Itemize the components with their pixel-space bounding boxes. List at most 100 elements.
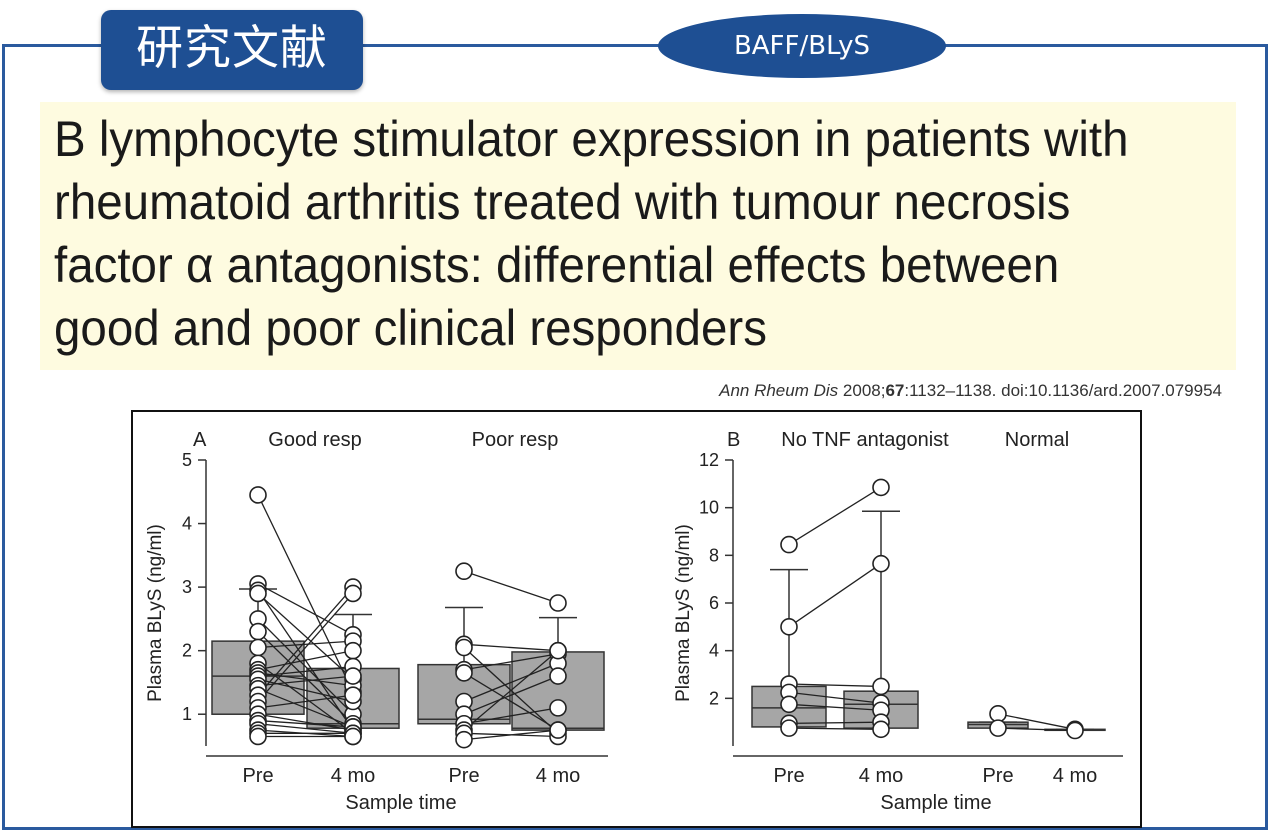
- y-tick-label: 3: [182, 577, 192, 597]
- pair-line: [788, 703, 882, 711]
- data-point: [872, 677, 890, 696]
- box-plot-figure: 12 3 4 5 Plasma BLyS (ng/ml) A Sample time Good…: [145, 429, 1123, 814]
- data-point: [549, 721, 567, 739]
- citation-year: 2008;: [842, 381, 886, 400]
- y-tick-label: 5: [182, 450, 192, 470]
- x-tick-label: 4 mo: [859, 765, 903, 787]
- y-tick-label: 2: [182, 641, 192, 661]
- pair-line: [257, 593, 354, 702]
- data-point: [249, 638, 267, 657]
- data-point: [249, 584, 267, 603]
- x-tick-label: Pre: [773, 765, 804, 787]
- citation-journal: Ann Rheum Dis: [719, 381, 839, 400]
- header-rule-left: [2, 44, 102, 47]
- data-point: [344, 584, 362, 603]
- data-point: [780, 695, 798, 714]
- data-point: [872, 720, 890, 739]
- group-title: No TNF antagonist: [781, 429, 949, 451]
- data-point: [455, 562, 473, 581]
- title-highlight: [40, 102, 1236, 370]
- slide-frame: [2, 44, 1268, 830]
- data-point: [344, 727, 362, 746]
- pair-line: [463, 643, 559, 652]
- pair-line: [997, 713, 1076, 730]
- x-tick-label: 4 mo: [536, 765, 580, 787]
- pair-line: [257, 665, 354, 677]
- pair-line: [788, 683, 882, 688]
- pair-line: [463, 675, 559, 715]
- x-tick-label: Pre: [448, 765, 479, 787]
- data-point: [780, 535, 798, 554]
- x-tick-label: 4 mo: [1053, 765, 1097, 787]
- pair-line: [257, 583, 354, 636]
- data-point: [455, 638, 473, 657]
- y-tick-label: 8: [709, 545, 719, 565]
- data-point: [249, 486, 267, 504]
- data-point: [780, 618, 798, 636]
- citation-pages-doi: :1132–1138. doi:10.1136/ard.2007.079954: [904, 381, 1222, 400]
- pair-line: [463, 653, 559, 671]
- data-point: [344, 667, 362, 685]
- data-point: [249, 622, 267, 641]
- pair-line: [257, 494, 354, 693]
- data-point: [344, 686, 362, 704]
- x-tick-label: 4 mo: [331, 765, 375, 787]
- article-title: B lymphocyte stimulator expression in pa…: [54, 111, 1129, 356]
- data-point: [455, 664, 473, 682]
- pair-line: [788, 691, 882, 704]
- data-point: [249, 727, 267, 746]
- pair-line: [257, 694, 354, 709]
- x-axis-label: Sample time: [345, 792, 456, 814]
- pair-line: [788, 721, 882, 725]
- pair-line: [788, 727, 882, 730]
- pair-line: [257, 713, 354, 731]
- group-title: Good resp: [268, 429, 361, 451]
- pair-line: [463, 729, 559, 741]
- data-point: [989, 719, 1007, 737]
- panel-label: B: [727, 429, 740, 451]
- header-rule-middle: [362, 44, 660, 47]
- figure-panel: 1 2 3 4 5 Plasma BLyS (ng/ml) A Sample time Good…: [131, 410, 1142, 828]
- group-title: Poor resp: [472, 429, 559, 451]
- y-tick-label: 4: [182, 514, 192, 534]
- section-tag: 研究文献: [101, 10, 363, 90]
- y-tick-label: 4: [709, 641, 719, 661]
- data-point: [455, 730, 473, 749]
- topic-pill: BAFF/BLyS: [658, 14, 946, 78]
- citation-volume: 67: [885, 381, 905, 400]
- x-tick-label: Pre: [242, 765, 273, 787]
- y-axis-label: Plasma BLyS (ng/ml): [673, 524, 694, 702]
- data-point: [344, 641, 362, 660]
- group-title: Normal: [1005, 429, 1069, 451]
- pair-line: [257, 592, 354, 680]
- pair-line: [463, 570, 559, 604]
- y-tick-label: 10: [699, 498, 719, 518]
- y-tick-label: 12: [699, 450, 719, 470]
- pair-line: [788, 486, 882, 546]
- pair-line: [463, 672, 559, 731]
- pair-line: [257, 719, 354, 728]
- pair-line: [257, 723, 354, 734]
- data-point: [872, 478, 890, 497]
- panel-label: A: [193, 429, 207, 451]
- header-rule-right: [944, 44, 1268, 47]
- data-point: [549, 594, 567, 612]
- data-point: [780, 719, 798, 737]
- pair-line: [463, 662, 559, 703]
- data-point: [549, 641, 567, 660]
- data-point: [549, 699, 567, 717]
- pair-line: [257, 640, 354, 649]
- citation: Ann Rheum Dis 2008;67:1132–1138. doi:10.…: [719, 381, 1222, 401]
- pair-line: [463, 707, 559, 725]
- pair-line: [257, 586, 354, 696]
- y-axis-label: Plasma BLyS (ng/ml): [145, 524, 166, 702]
- y-tick-label: 2: [709, 688, 719, 708]
- data-point: [1066, 721, 1084, 740]
- pair-line: [257, 688, 354, 728]
- pair-line: [257, 650, 354, 671]
- pair-line: [463, 650, 559, 731]
- data-point: [549, 667, 567, 685]
- pair-line: [788, 563, 882, 628]
- y-tick-label: 6: [709, 593, 719, 613]
- x-tick-label: Pre: [982, 765, 1013, 787]
